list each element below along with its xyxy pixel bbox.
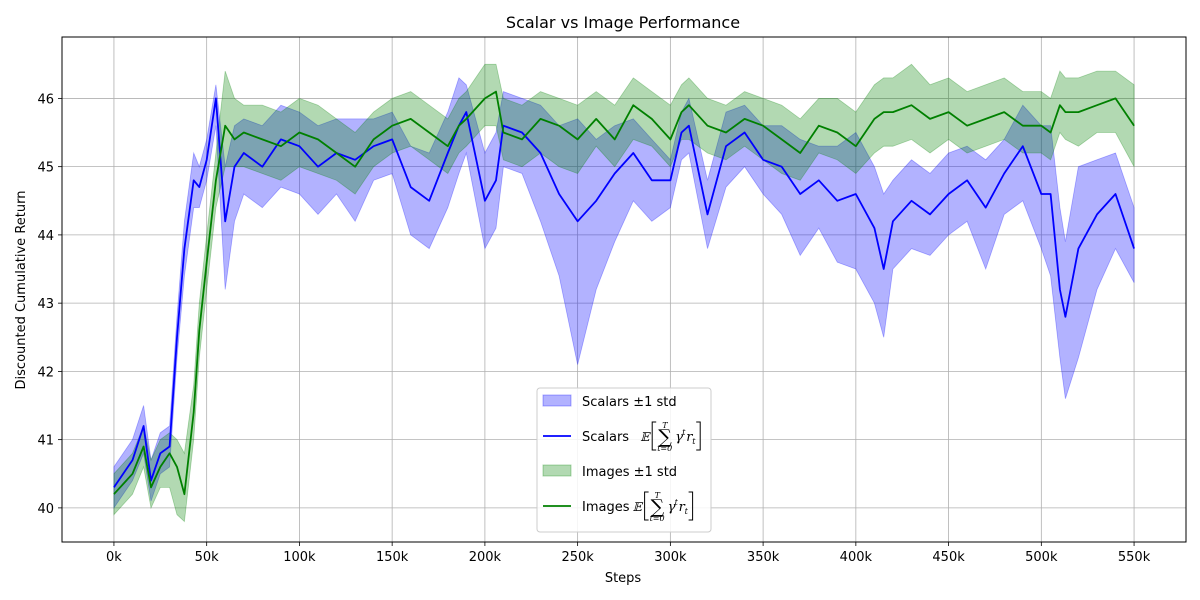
legend-formula: 𝔼 ∑Tt=0γ t r t xyxy=(640,421,701,453)
y-tick-label: 41 xyxy=(37,434,54,449)
y-tick-label: 40 xyxy=(37,502,54,517)
x-tick-label: 550k xyxy=(1118,550,1151,565)
svg-text:t=0: t=0 xyxy=(657,444,672,453)
svg-text:t: t xyxy=(675,498,679,507)
y-axis-label: Discounted Cumulative Return xyxy=(14,191,29,390)
svg-text:𝔼: 𝔼 xyxy=(640,430,651,444)
svg-text:∑: ∑ xyxy=(658,426,672,448)
x-tick-label: 500k xyxy=(1025,550,1058,565)
mean-lines xyxy=(113,90,1135,496)
chart-title: Scalar vs Image Performance xyxy=(506,13,740,32)
legend-label: Images ±1 std xyxy=(582,465,677,480)
svg-text:T: T xyxy=(655,491,661,500)
svg-text:γ: γ xyxy=(675,430,683,445)
svg-text:t: t xyxy=(682,428,686,437)
x-tick-label: 200k xyxy=(469,550,502,565)
x-tick-label: 50k xyxy=(195,550,220,565)
x-axis-ticks: 0k 50k 100k 150k 200k 250k 300k 350k 400k 450k 500… xyxy=(106,542,1151,565)
scalars-std-band xyxy=(113,77,1135,510)
svg-text:γ: γ xyxy=(668,500,676,515)
y-tick-label: 46 xyxy=(37,92,54,107)
y-tick-label: 45 xyxy=(37,161,54,176)
images-mean-line xyxy=(113,90,1135,496)
y-tick-label: 43 xyxy=(37,297,54,312)
y-tick-label: 44 xyxy=(37,229,54,244)
x-tick-label: 100k xyxy=(283,550,316,565)
x-tick-label: 300k xyxy=(654,550,687,565)
x-tick-label: 250k xyxy=(561,550,594,565)
svg-text:r: r xyxy=(679,500,686,515)
x-tick-label: 450k xyxy=(932,550,965,565)
std-bands xyxy=(113,63,1135,523)
plot-frame xyxy=(61,36,1187,543)
y-axis-ticks: 40 41 42 43 44 45 46 xyxy=(37,92,62,517)
legend-swatch xyxy=(542,464,572,477)
legend-label: Images xyxy=(582,500,630,515)
svg-text:T: T xyxy=(662,421,668,430)
x-tick-label: 400k xyxy=(840,550,873,565)
svg-text:∑: ∑ xyxy=(651,496,665,518)
legend-swatch xyxy=(542,394,572,407)
x-axis-label: Steps xyxy=(605,571,642,586)
y-tick-label: 42 xyxy=(37,365,54,380)
images-std-band xyxy=(113,63,1135,523)
x-tick-label: 0k xyxy=(106,550,122,565)
legend-label: Scalars ±1 std xyxy=(582,395,677,410)
svg-text:𝔼: 𝔼 xyxy=(633,500,644,514)
svg-text:t=0: t=0 xyxy=(650,514,665,523)
svg-text:r: r xyxy=(686,430,693,445)
svg-text:t: t xyxy=(685,507,689,516)
legend-label: Scalars xyxy=(582,430,629,445)
svg-text:t: t xyxy=(692,437,696,446)
x-tick-label: 350k xyxy=(747,550,780,565)
legend-formula: 𝔼 ∑Tt=0γ t r t xyxy=(633,491,694,523)
legend-box xyxy=(536,387,712,533)
x-tick-label: 150k xyxy=(376,550,409,565)
scalars-mean-line xyxy=(113,97,1135,488)
